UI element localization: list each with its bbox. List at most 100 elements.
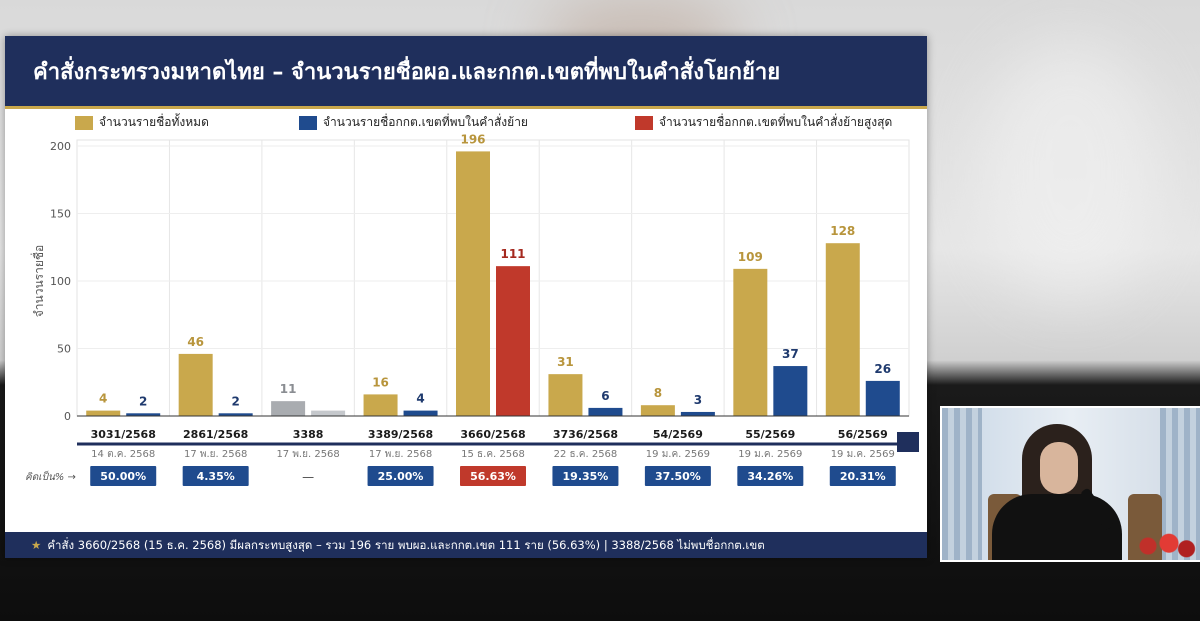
category-date: 22 ธ.ค. 2568	[554, 449, 618, 460]
speaker-body	[992, 494, 1122, 560]
category-label: 54/2569	[653, 428, 703, 441]
footer-note: คำสั่ง 3660/2568 (15 ธ.ค. 2568) มีผลกระท…	[47, 538, 765, 552]
bar-total	[548, 374, 583, 416]
percent-badge	[90, 466, 157, 486]
plot-area	[76, 139, 910, 417]
bar-total-label: 46	[187, 335, 204, 349]
slide-footer: ★ คำสั่ง 3660/2568 (15 ธ.ค. 2568) มีผลกระ…	[5, 532, 927, 558]
slide-header: คำสั่งกระทรวงมหาดไทย – จำนวนรายชื่อผอ.แล…	[5, 36, 927, 109]
category-date: 19 ม.ค. 2569	[831, 449, 895, 460]
y-axis-label: จำนวนรายชื่อ	[30, 245, 46, 317]
bar-found-label: 111	[500, 247, 525, 261]
bar-found	[588, 407, 623, 416]
percent-row-label: คิดเป็น% →	[25, 470, 76, 483]
bar-total	[456, 151, 490, 416]
bar-found	[680, 411, 715, 416]
category-date: 19 ม.ค. 2569	[738, 449, 802, 460]
bar-total-label: 196	[460, 132, 485, 146]
y-tick-label: 100	[50, 275, 71, 288]
curtain-left	[942, 408, 982, 560]
percent-badge	[460, 466, 526, 486]
bar-found-label: 2	[231, 394, 239, 408]
bar-found	[126, 413, 161, 416]
percent-badge-label: 20.31%	[840, 470, 886, 483]
category-label: 3660/2568	[460, 428, 525, 441]
speaker-video	[940, 406, 1200, 562]
legend-item-found: จำนวนรายชื่อกกต.เขตที่พบในคำสั่งย้าย	[299, 113, 528, 130]
bar-total-label: 128	[830, 224, 855, 238]
legend-label-found: จำนวนรายชื่อกกต.เขตที่พบในคำสั่งย้าย	[323, 115, 528, 129]
presentation-slide: คำสั่งกระทรวงมหาดไทย – จำนวนรายชื่อผอ.แล…	[5, 36, 927, 558]
percent-badge	[737, 466, 804, 486]
flowers	[1127, 532, 1197, 560]
divider-end-block	[897, 432, 919, 452]
legend-label-max: จำนวนรายชื่อกกต.เขตที่พบในคำสั่งย้ายสูงส…	[659, 115, 893, 129]
bar-total	[640, 405, 675, 416]
speaker-face	[1040, 442, 1078, 494]
category-label: 55/2569	[745, 428, 795, 441]
percent-badge	[829, 466, 896, 486]
bar-total	[271, 401, 306, 416]
percent-badge-label: 25.00%	[378, 470, 424, 483]
bar-total-label: 4	[99, 392, 107, 406]
bar-found	[403, 410, 438, 416]
bar-found-label: 37	[782, 347, 799, 361]
percent-badge-label: 34.26%	[747, 470, 793, 483]
y-tick-label: 0	[64, 410, 71, 423]
category-date: 17 พ.ย. 2568	[184, 449, 247, 460]
category-date: 14 ต.ค. 2568	[91, 449, 155, 460]
y-tick-label: 200	[50, 140, 71, 153]
bar-total	[733, 268, 768, 416]
bar-found-label: 6	[601, 389, 609, 403]
percent-badge-label: 56.63%	[470, 470, 516, 483]
bar-found-label: 26	[874, 362, 891, 376]
percent-badge	[182, 466, 249, 486]
bar-found-empty	[311, 410, 346, 416]
bar-total	[86, 410, 121, 416]
percent-dash: —	[302, 470, 314, 484]
category-label: 2861/2568	[183, 428, 248, 441]
legend-item-total: จำนวนรายชื่อทั้งหมด	[75, 113, 209, 130]
bar-found	[218, 413, 253, 416]
bar-total-label: 11	[280, 382, 297, 396]
category-label: 56/2569	[838, 428, 888, 441]
percent-badge-label: 37.50%	[655, 470, 701, 483]
bar-total-label: 31	[557, 355, 574, 369]
bar-found-label: 2	[139, 394, 147, 408]
bar-total	[178, 353, 213, 416]
percent-badge-label: 19.35%	[563, 470, 609, 483]
bar-total-label: 109	[738, 250, 763, 264]
percent-badge	[367, 466, 434, 486]
bar-found	[773, 366, 808, 416]
legend-swatch-red	[635, 115, 653, 130]
category-date: 19 ม.ค. 2569	[646, 449, 710, 460]
percent-badge	[552, 466, 619, 486]
percent-badge-label: 4.35%	[197, 470, 235, 483]
bar-total	[363, 394, 398, 416]
category-label: 3736/2568	[553, 428, 618, 441]
percent-badge	[644, 466, 711, 486]
bar-found-label: 3	[694, 393, 702, 407]
bar-total	[825, 243, 860, 416]
bar-found-label: 4	[416, 392, 424, 406]
y-tick-label: 50	[57, 343, 71, 356]
bar-found	[865, 380, 900, 416]
bar-found	[496, 266, 530, 416]
bar-chart: 0 50 100 150 200 จำนวนรายชื่อ 4 2 3031/2568 14 ต.…	[25, 132, 919, 486]
category-label: 3388	[293, 428, 324, 441]
legend-item-max: จำนวนรายชื่อกกต.เขตที่พบในคำสั่งย้ายสูงส…	[635, 113, 893, 130]
slide-title: คำสั่งกระทรวงมหาดไทย – จำนวนรายชื่อผอ.แล…	[33, 60, 781, 85]
category-label: 3031/2568	[91, 428, 156, 441]
star-icon: ★	[31, 538, 42, 552]
bar-total-label: 16	[372, 375, 389, 389]
percent-badge-label: 50.00%	[100, 470, 146, 483]
legend-label-total: จำนวนรายชื่อทั้งหมด	[99, 115, 209, 129]
legend-swatch-gold	[75, 115, 93, 130]
category-date: 15 ธ.ค. 2568	[461, 449, 525, 460]
legend-swatch-blue	[299, 115, 317, 130]
bar-total-label: 8	[654, 386, 662, 400]
category-date: 17 พ.ย. 2568	[276, 449, 339, 460]
y-tick-label: 150	[50, 208, 71, 221]
category-label: 3389/2568	[368, 428, 433, 441]
category-date: 17 พ.ย. 2568	[369, 449, 432, 460]
